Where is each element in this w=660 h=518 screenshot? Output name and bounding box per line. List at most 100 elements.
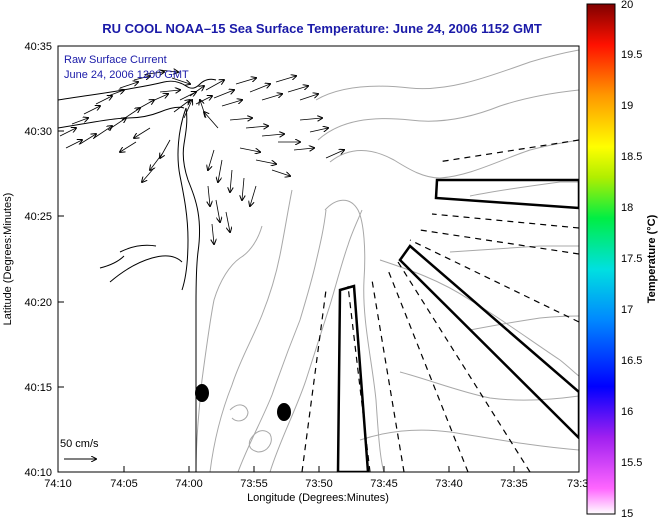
colorbar: 20 19.5 19 18.5 18 17.5 17 16.5 16 15.5 …	[586, 0, 658, 518]
survey-track	[347, 285, 371, 472]
y-axis: 40:35 40:30 40:25 40:20 40:15 40:10 Lati…	[2, 41, 64, 479]
contour-line	[324, 199, 385, 472]
x-tick-label: 73:50	[305, 478, 333, 490]
x-tick-label: 74:05	[110, 478, 138, 490]
contour-line	[315, 49, 579, 101]
survey-track	[387, 269, 469, 472]
survey-box-east	[434, 178, 579, 210]
contour-line	[449, 245, 579, 253]
bathymetry-contours	[195, 49, 579, 472]
colorbar-gradient	[586, 3, 616, 515]
current-vector	[261, 134, 284, 136]
current-vector	[121, 108, 140, 121]
current-vector	[171, 77, 190, 84]
x-axis: 74:10 74:05 74:00 73:55 73:50 73:45 73:4…	[44, 466, 588, 504]
contour-line	[317, 89, 579, 141]
current-vector	[134, 127, 151, 138]
station-markers	[195, 384, 291, 421]
current-vector	[255, 159, 276, 164]
current-vector	[93, 126, 112, 139]
y-tick-label: 40:25	[24, 211, 52, 223]
coastline-inlet	[99, 244, 183, 283]
current-vector	[218, 159, 223, 182]
current-vector	[65, 140, 82, 149]
map-plot-area: Raw Surface Current June 24, 2006 1200 G…	[57, 45, 580, 473]
survey-boxes	[336, 178, 579, 472]
colorbar-label: Temperature (°C)	[646, 214, 658, 303]
contour-line	[469, 181, 579, 197]
current-vector	[309, 128, 328, 133]
current-vector	[229, 118, 252, 120]
current-vector	[83, 106, 100, 115]
current-vector	[293, 148, 314, 150]
legend-current-label: Raw Surface Current	[64, 54, 167, 66]
colorbar-tick-label: 17.5	[621, 253, 642, 265]
y-tick-label: 40:35	[24, 41, 52, 53]
x-tick-label: 74:00	[175, 478, 203, 490]
contour-line	[399, 371, 579, 401]
map-title: RU COOL NOAA–15 Sea Surface Temperature:…	[102, 21, 542, 36]
current-vector	[79, 134, 96, 145]
current-vector	[225, 211, 230, 232]
current-vector	[59, 128, 76, 137]
coastline-north	[58, 78, 217, 101]
x-tick-label: 73:45	[370, 478, 398, 490]
contour-line	[269, 209, 363, 472]
current-vector	[208, 149, 215, 170]
current-vector	[95, 96, 112, 105]
current-vector	[208, 185, 210, 206]
survey-track	[437, 139, 579, 163]
coastline-bay	[58, 106, 185, 129]
current-vector	[230, 169, 232, 192]
current-vector	[120, 141, 137, 152]
current-vector	[204, 112, 219, 129]
current-vector	[215, 199, 220, 222]
y-tick-label: 40:20	[24, 297, 52, 309]
survey-track	[397, 261, 531, 472]
current-vector	[133, 76, 150, 81]
colorbar-tick-label: 16	[621, 406, 633, 418]
current-vector	[250, 185, 257, 206]
current-vector	[213, 90, 234, 99]
contour-line	[359, 429, 579, 451]
y-tick-label: 40:15	[24, 382, 52, 394]
current-vector	[299, 118, 322, 120]
current-vector	[261, 94, 282, 101]
y-axis-label: Latitude (Degrees:Minutes)	[2, 193, 14, 326]
contour-line	[329, 139, 579, 179]
current-vector	[242, 177, 244, 200]
current-vector	[205, 80, 224, 91]
x-tick-label: 74:10	[44, 478, 72, 490]
colorbar-tick-label: 20	[621, 0, 633, 11]
current-vector	[325, 150, 344, 159]
x-tick-label: 73:3	[567, 478, 588, 490]
current-vector	[107, 90, 124, 97]
x-tick-label: 73:35	[500, 478, 528, 490]
survey-tracks	[301, 139, 579, 472]
current-vector	[159, 90, 180, 92]
current-vector	[179, 92, 196, 101]
current-vector	[119, 82, 138, 89]
current-vector	[221, 100, 242, 107]
station-marker	[195, 384, 209, 402]
legend-current-time: June 24, 2006 1200 GMT	[64, 69, 189, 81]
contour-line	[209, 189, 293, 472]
map-contents	[58, 49, 579, 472]
colorbar-tick-label: 18.5	[621, 151, 642, 163]
survey-track	[419, 229, 579, 255]
x-axis-label: Longitude (Degrees:Minutes)	[247, 492, 389, 504]
contour-line	[237, 209, 327, 472]
current-vector	[249, 84, 270, 93]
colorbar-tick-label: 19.5	[621, 49, 642, 61]
surface-current-vectors	[59, 70, 344, 244]
colorbar-tick-label: 18	[621, 202, 633, 214]
contour-line	[469, 315, 579, 331]
y-tick-label: 40:10	[24, 467, 52, 479]
current-vector	[173, 100, 190, 113]
contour-line	[248, 430, 272, 453]
current-vector	[145, 72, 164, 74]
current-vector	[287, 86, 308, 93]
colorbar-tick-label: 19	[621, 100, 633, 112]
contour-line	[229, 404, 249, 422]
current-vector	[142, 167, 155, 182]
